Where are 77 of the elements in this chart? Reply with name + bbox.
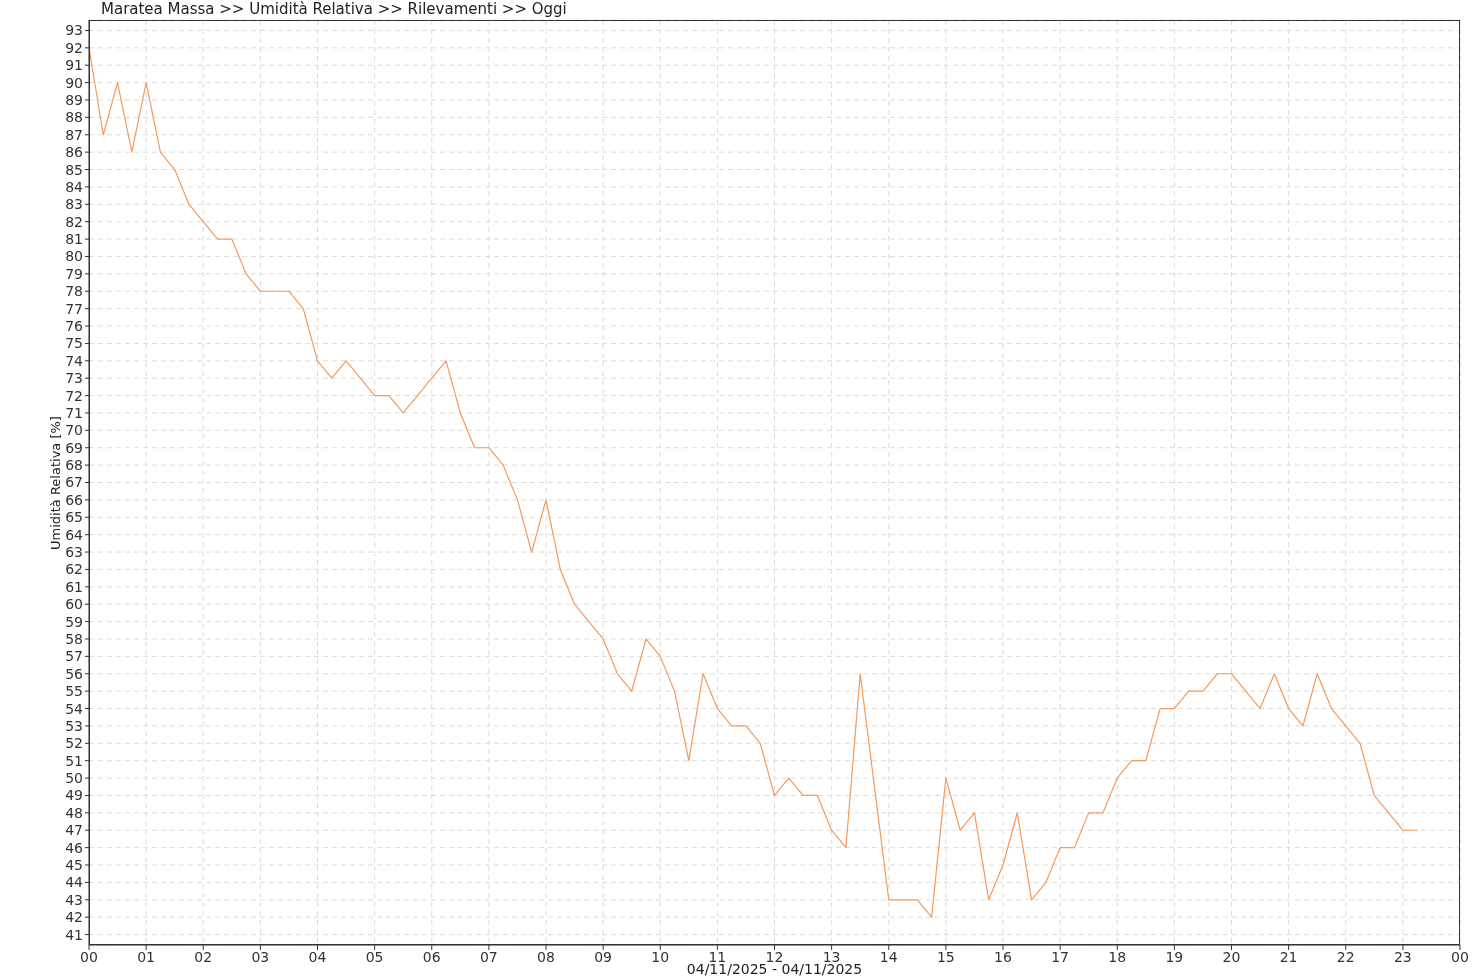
y-tick-label: 88 <box>65 109 83 126</box>
x-tick-label: 16 <box>994 948 1012 965</box>
y-tick-label: 46 <box>65 839 84 856</box>
y-tick-label: 93 <box>65 22 83 39</box>
y-tick-label: 87 <box>65 126 83 143</box>
x-tick-label: 19 <box>1165 948 1184 965</box>
y-tick-label: 48 <box>65 804 83 821</box>
x-tick-label: 15 <box>936 948 955 965</box>
x-tick-label: 10 <box>651 948 670 965</box>
y-tick-label: 43 <box>65 891 83 908</box>
y-tick-label: 62 <box>65 561 83 578</box>
y-tick-label: 47 <box>65 822 83 839</box>
y-tick-label: 51 <box>65 752 83 769</box>
x-tick-label: 09 <box>594 948 613 965</box>
y-tick-label: 42 <box>65 909 83 926</box>
x-tick-label: 06 <box>422 948 441 965</box>
x-tick-label: 02 <box>194 948 213 965</box>
y-axis-title: Umidità Relativa [%] <box>47 415 63 550</box>
y-tick-label: 86 <box>65 144 84 161</box>
y-tick-label: 67 <box>65 474 83 491</box>
y-tick-label: 77 <box>65 300 83 317</box>
y-tick-label: 69 <box>65 439 83 456</box>
y-tick-label: 60 <box>65 596 83 613</box>
x-tick-label: 23 <box>1393 948 1412 965</box>
y-tick-label: 57 <box>65 648 83 665</box>
x-tick-label: 21 <box>1279 948 1298 965</box>
y-tick-label: 64 <box>65 526 84 543</box>
x-tick-label: 07 <box>479 948 498 965</box>
y-tick-label: 90 <box>65 74 83 91</box>
y-tick-label: 78 <box>65 283 83 300</box>
y-tick-label: 82 <box>65 213 83 230</box>
y-tick-label: 84 <box>65 178 84 195</box>
y-tick-label: 71 <box>65 404 83 421</box>
y-tick-label: 68 <box>65 457 83 474</box>
y-tick-label: 44 <box>65 874 84 891</box>
y-tick-label: 74 <box>65 352 84 369</box>
x-tick-label: 00 <box>80 948 98 965</box>
y-tick-label: 50 <box>65 770 83 787</box>
y-tick-label: 45 <box>65 856 83 873</box>
y-tick-label: 76 <box>65 317 84 334</box>
y-tick-label: 72 <box>65 387 83 404</box>
y-tick-label: 75 <box>65 335 83 352</box>
y-tick-label: 58 <box>65 630 83 647</box>
y-tick-label: 63 <box>65 544 83 561</box>
y-tick-label: 81 <box>65 231 83 248</box>
y-tick-label: 65 <box>65 509 83 526</box>
y-tick-label: 66 <box>65 491 84 508</box>
y-tick-label: 56 <box>65 665 84 682</box>
y-tick-label: 61 <box>65 578 83 595</box>
y-tick-label: 49 <box>65 787 83 804</box>
y-tick-label: 80 <box>65 248 83 265</box>
y-tick-label: 59 <box>65 613 83 630</box>
y-tick-label: 54 <box>65 700 84 717</box>
y-tick-label: 52 <box>65 735 83 752</box>
y-tick-label: 70 <box>65 422 83 439</box>
y-tick-label: 53 <box>65 717 83 734</box>
x-tick-label: 05 <box>365 948 384 965</box>
x-tick-label: 17 <box>1051 948 1070 965</box>
x-tick-label: 22 <box>1336 948 1355 965</box>
y-tick-label: 91 <box>65 57 83 74</box>
y-tick-label: 83 <box>65 196 83 213</box>
x-tick-label: 08 <box>537 948 555 965</box>
y-tick-label: 55 <box>65 683 83 700</box>
x-tick-label: 18 <box>1108 948 1127 965</box>
chart-title: Maratea Massa >> Umidità Relativa >> Rilevamenti >> Oggi <box>101 0 567 18</box>
x-tick-label: 03 <box>251 948 270 965</box>
x-tick-label: 20 <box>1222 948 1241 965</box>
y-tick-label: 85 <box>65 161 83 178</box>
x-tick-label: 14 <box>879 948 898 965</box>
y-tick-label: 89 <box>65 91 83 108</box>
y-tick-label: 92 <box>65 39 83 56</box>
x-tick-label: 04 <box>308 948 327 965</box>
x-tick-label: 00 <box>1451 948 1469 965</box>
y-tick-label: 73 <box>65 370 83 387</box>
y-tick-label: 41 <box>65 926 83 943</box>
y-tick-label: 79 <box>65 265 83 282</box>
x-tick-label: 01 <box>137 948 156 965</box>
